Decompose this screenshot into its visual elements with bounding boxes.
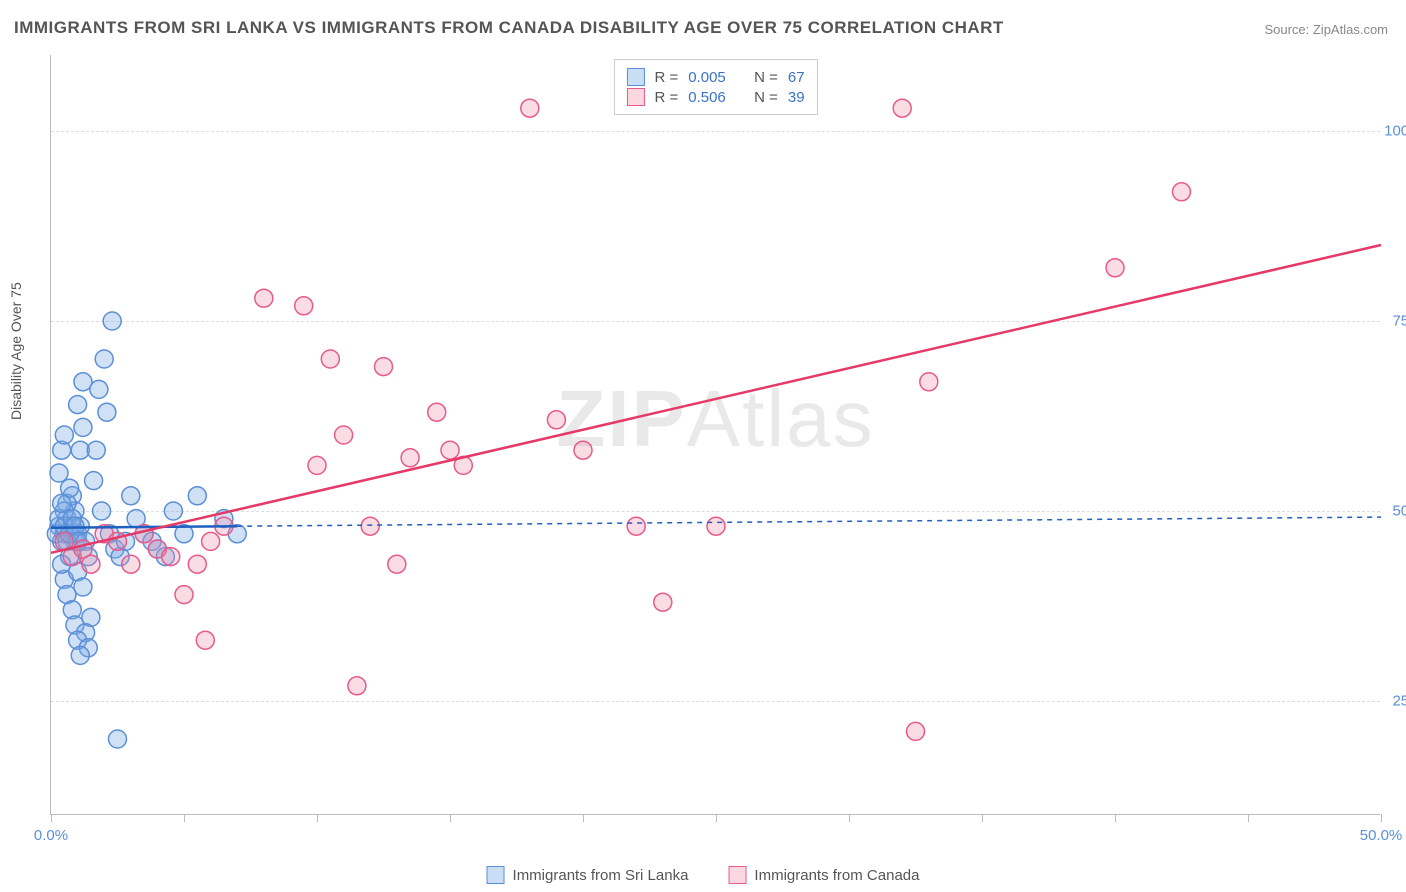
ytick-label: 100.0% <box>1384 123 1406 140</box>
scatter-point <box>87 441 105 459</box>
ytick-label: 25.0% <box>1392 693 1406 710</box>
scatter-point <box>428 403 446 421</box>
xtick-label: 0.0% <box>34 827 68 844</box>
scatter-point <box>707 517 725 535</box>
scatter-point <box>85 472 103 490</box>
scatter-point <box>122 487 140 505</box>
xtick <box>716 814 717 822</box>
scatter-point <box>82 608 100 626</box>
scatter-point <box>348 677 366 695</box>
scatter-point <box>255 289 273 307</box>
scatter-point <box>74 578 92 596</box>
scatter-point <box>188 555 206 573</box>
xtick <box>51 814 52 822</box>
scatter-point <box>202 532 220 550</box>
scatter-point <box>654 593 672 611</box>
correlation-legend: R = 0.005 N = 67 R = 0.506 N = 39 <box>613 59 817 115</box>
scatter-point <box>162 548 180 566</box>
scatter-point <box>164 502 182 520</box>
scatter-point <box>109 730 127 748</box>
trend-line <box>51 526 237 528</box>
scatter-point <box>375 358 393 376</box>
legend-row-blue: R = 0.005 N = 67 <box>626 68 804 86</box>
legend-row-pink: R = 0.506 N = 39 <box>626 88 804 106</box>
xtick <box>1248 814 1249 822</box>
ytick-label: 50.0% <box>1392 503 1406 520</box>
scatter-point <box>335 426 353 444</box>
scatter-point <box>574 441 592 459</box>
n-label: N = <box>754 89 778 106</box>
scatter-point <box>893 99 911 117</box>
scatter-point <box>55 426 73 444</box>
scatter-point <box>907 722 925 740</box>
n-value-blue: 67 <box>788 69 805 86</box>
scatter-point <box>295 297 313 315</box>
scatter-point <box>920 373 938 391</box>
scatter-point <box>627 517 645 535</box>
xtick <box>450 814 451 822</box>
trend-line <box>51 245 1381 553</box>
scatter-point <box>74 373 92 391</box>
r-label: R = <box>654 69 678 86</box>
scatter-point <box>441 441 459 459</box>
scatter-point <box>196 631 214 649</box>
scatter-point <box>401 449 419 467</box>
xtick <box>184 814 185 822</box>
scatter-point <box>69 396 87 414</box>
scatter-point <box>361 517 379 535</box>
swatch-pink <box>728 866 746 884</box>
r-label: R = <box>654 89 678 106</box>
scatter-point <box>71 646 89 664</box>
xtick <box>583 814 584 822</box>
scatter-point <box>308 456 326 474</box>
ytick-label: 75.0% <box>1392 313 1406 330</box>
n-label: N = <box>754 69 778 86</box>
legend-item-sri-lanka: Immigrants from Sri Lanka <box>487 866 689 884</box>
scatter-point <box>547 411 565 429</box>
scatter-point <box>188 487 206 505</box>
scatter-point <box>1106 259 1124 277</box>
series-label-blue: Immigrants from Sri Lanka <box>513 867 689 884</box>
scatter-point <box>103 312 121 330</box>
chart-area: ZIPAtlas 25.0%50.0%75.0%100.0% R = 0.005… <box>50 55 1380 815</box>
scatter-point <box>1173 183 1191 201</box>
swatch-blue <box>626 68 644 86</box>
series-label-pink: Immigrants from Canada <box>754 867 919 884</box>
xtick-label: 50.0% <box>1360 827 1403 844</box>
xtick <box>317 814 318 822</box>
scatter-point <box>321 350 339 368</box>
xtick <box>982 814 983 822</box>
source-label: Source: ZipAtlas.com <box>1264 22 1388 37</box>
legend-item-canada: Immigrants from Canada <box>728 866 919 884</box>
xtick <box>1381 814 1382 822</box>
swatch-pink <box>626 88 644 106</box>
scatter-plot <box>51 55 1380 814</box>
scatter-point <box>98 403 116 421</box>
n-value-pink: 39 <box>788 89 805 106</box>
xtick <box>1115 814 1116 822</box>
swatch-blue <box>487 866 505 884</box>
scatter-point <box>95 350 113 368</box>
scatter-point <box>521 99 539 117</box>
scatter-point <box>53 494 71 512</box>
series-legend: Immigrants from Sri Lanka Immigrants fro… <box>487 866 920 884</box>
y-axis-label: Disability Age Over 75 <box>8 282 24 420</box>
trend-line-ext <box>237 517 1381 526</box>
r-value-blue: 0.005 <box>688 69 726 86</box>
scatter-point <box>82 555 100 573</box>
chart-title: IMMIGRANTS FROM SRI LANKA VS IMMIGRANTS … <box>14 18 1004 38</box>
scatter-point <box>122 555 140 573</box>
scatter-point <box>175 586 193 604</box>
scatter-point <box>74 418 92 436</box>
scatter-point <box>93 502 111 520</box>
r-value-pink: 0.506 <box>688 89 726 106</box>
xtick <box>849 814 850 822</box>
scatter-point <box>50 464 68 482</box>
scatter-point <box>388 555 406 573</box>
